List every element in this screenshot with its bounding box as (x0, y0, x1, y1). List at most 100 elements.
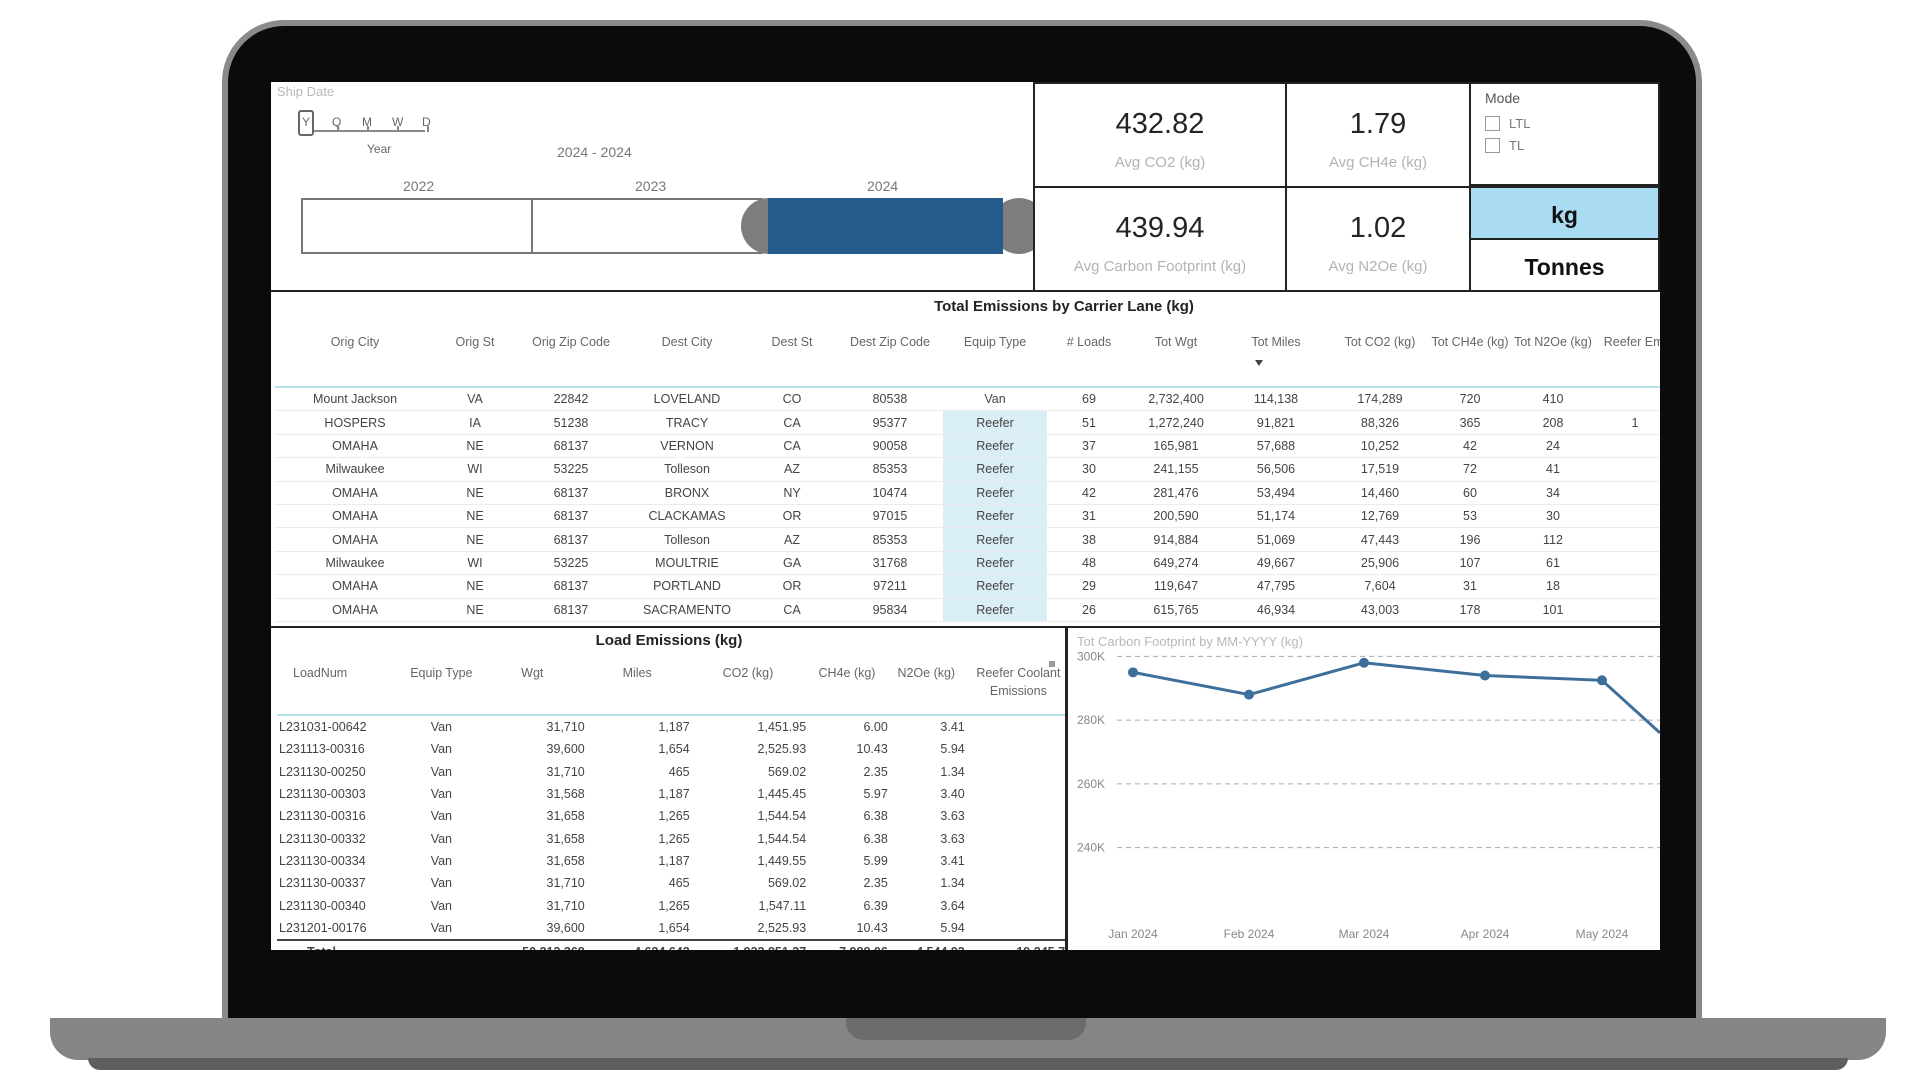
chart-point[interactable] (1244, 689, 1254, 700)
table-row[interactable]: OMAHA NE 68137 SACRAMENTO CA 95834 Reefer 26 615… (275, 598, 1660, 622)
table-cell (1595, 457, 1660, 482)
load-col-header[interactable]: N2Oe (kg) (897, 666, 956, 680)
mode-ltl-label[interactable]: LTL (1509, 116, 1531, 131)
table-row[interactable]: L231130-00337 Van 31,710 465 569.02 2.35 1.34 (277, 872, 1067, 894)
table-cell: 7,604 (1331, 574, 1429, 599)
lane-col-header[interactable]: Orig City (330, 335, 380, 349)
load-col-header[interactable]: Wgt (521, 666, 544, 680)
slicer-level-w[interactable]: W (392, 115, 404, 129)
chart-x-tick-label: Mar 2024 (1339, 927, 1390, 941)
table-row[interactable]: L231130-00340 Van 31,710 1,265 1,547.11 6.39 3… (277, 894, 1067, 916)
load-col-header[interactable]: Equip Type (410, 666, 473, 680)
lane-col-header[interactable]: Dest Zip Code (850, 335, 930, 349)
table-cell: 53,494 (1221, 481, 1331, 505)
table-cell (1595, 527, 1660, 552)
table-row[interactable]: OMAHA NE 68137 CLACKAMAS OR 97015 Reefer 31 200,… (275, 504, 1660, 529)
table-cell: 39,600 (546, 742, 585, 757)
load-col-header[interactable]: CH4e (kg) (818, 666, 876, 680)
table-cell (1595, 481, 1660, 505)
table-row[interactable]: Milwaukee WI 53225 Tolleson AZ 85353 Reefer 30 2… (275, 457, 1660, 482)
table-cell (1595, 434, 1660, 459)
chart-point[interactable] (1480, 670, 1490, 681)
table-cell: Reefer (943, 457, 1047, 482)
table-row[interactable]: L231201-00176 Van 39,600 1,654 2,525.93 10.43… (277, 917, 1067, 940)
unit-kg-button[interactable]: kg (1469, 186, 1660, 240)
unit-tonnes-button[interactable]: Tonnes (1469, 238, 1660, 292)
table-row[interactable]: L231130-00334 Van 31,658 1,187 1,449.55 5.99 3… (277, 850, 1067, 872)
lane-col-header[interactable]: Tot CH4e (kg) (1431, 335, 1509, 349)
slicer-year-cell-2022[interactable] (301, 198, 533, 254)
load-col-header[interactable]: Miles (622, 666, 652, 680)
table-cell: 31,710 (546, 876, 585, 891)
table-row[interactable]: L231113-00316 Van 39,600 1,654 2,525.93 10.43… (277, 738, 1067, 760)
table-cell: 1.34 (940, 876, 965, 891)
slicer-level-d[interactable]: D (422, 115, 431, 129)
load-table-scroll-indicator[interactable] (1049, 661, 1055, 667)
table-cell: 97015 (837, 504, 943, 529)
table-row[interactable]: L231130-00316 Van 31,658 1,265 1,544.54 6.38 3… (277, 805, 1067, 827)
table-cell: 17,519 (1331, 457, 1429, 482)
total-cell: 19,245.75 (965, 940, 1067, 950)
lane-col-header[interactable]: Equip Type (963, 335, 1027, 349)
table-row[interactable]: L231130-00332 Van 31,658 1,265 1,544.54 6.38 3… (277, 827, 1067, 849)
table-row[interactable]: OMAHA NE 68137 VERNON CA 90058 Reefer 37 165,981… (275, 434, 1660, 459)
load-col-header[interactable]: LoadNum (293, 666, 348, 680)
table-row[interactable]: OMAHA NE 68137 Tolleson AZ 85353 Reefer 38 914,8… (275, 527, 1660, 552)
lane-col-header[interactable]: Orig Zip Code (532, 335, 610, 349)
slicer-year-cell-2023[interactable] (531, 198, 763, 254)
table-row[interactable]: Mount Jackson VA 22842 LOVELAND CO 80538 Van 69… (275, 387, 1660, 412)
lane-col-header[interactable]: Tot Miles (1251, 335, 1301, 349)
table-row[interactable]: OMAHA NE 68137 PORTLAND OR 97211 Reefer 29 119,6… (275, 574, 1660, 599)
chart-point[interactable] (1128, 667, 1138, 678)
table-cell: L231130-00250 (279, 764, 366, 779)
table-cell: 1,265 (658, 831, 690, 846)
slicer-level-y[interactable]: Y (302, 115, 311, 129)
table-cell: 3.63 (940, 809, 965, 824)
table-cell: 53225 (515, 457, 627, 482)
load-col-header[interactable]: Reefer Coolant Emissions (976, 666, 1061, 698)
chart-point[interactable] (1359, 657, 1369, 668)
table-cell: 51,069 (1221, 527, 1331, 552)
lane-col-header[interactable]: Dest St (771, 335, 813, 349)
table-cell: Van (430, 920, 453, 935)
slicer-level-m[interactable]: M (362, 115, 372, 129)
table-row[interactable]: Milwaukee WI 53225 MOULTRIE GA 31768 Reefer 48 6… (275, 551, 1660, 576)
table-row[interactable]: OMAHA NE 68137 BRONX NY 10474 Reefer 42 281,476 5… (275, 481, 1660, 505)
table-cell: GA (747, 551, 837, 576)
mode-tl-label[interactable]: TL (1509, 138, 1525, 153)
slicer-level-q[interactable]: Q (332, 115, 342, 129)
table-cell: 95377 (837, 410, 943, 435)
table-cell: TRACY (627, 410, 747, 435)
kpi-avg-co2-value: 432.82 (1115, 108, 1205, 140)
table-cell (965, 738, 1067, 760)
table-cell: 56,506 (1221, 457, 1331, 482)
mode-tl-checkbox[interactable] (1485, 138, 1500, 153)
lane-col-header[interactable]: Tot CO2 (kg) (1344, 335, 1416, 349)
table-cell: CO (747, 387, 837, 412)
lane-col-header[interactable]: Orig St (455, 335, 495, 349)
table-cell: 3.41 (940, 720, 965, 735)
lane-col-header[interactable]: Tot Wgt (1154, 335, 1198, 349)
table-row[interactable]: HOSPERS IA 51238 TRACY CA 95377 Reefer 51 1,272,… (275, 410, 1660, 435)
lane-emissions-panel: Total Emissions by Carrier Lane (kg) Ori… (271, 290, 1660, 628)
table-row[interactable]: L231130-00303 Van 31,568 1,187 1,445.45 5.97 3… (277, 783, 1067, 805)
table-cell: 60 (1429, 481, 1511, 505)
table-cell: 1,544.54 (757, 831, 807, 846)
slicer-level-handle[interactable] (298, 110, 314, 136)
chart-point[interactable] (1597, 675, 1607, 686)
table-cell: 53225 (515, 551, 627, 576)
table-cell: 165,981 (1131, 434, 1221, 459)
table-cell: CA (747, 434, 837, 459)
sort-desc-icon[interactable] (1255, 360, 1263, 366)
lane-col-header[interactable]: Reefer Emi (1603, 335, 1660, 349)
table-row[interactable]: L231130-00250 Van 31,710 465 569.02 2.35 1.34 (277, 761, 1067, 783)
load-col-header[interactable]: CO2 (kg) (722, 666, 774, 680)
mode-ltl-checkbox[interactable] (1485, 116, 1500, 131)
lane-col-header[interactable]: Dest City (661, 335, 713, 349)
lane-col-header[interactable]: # Loads (1066, 335, 1112, 349)
table-cell: 26 (1047, 598, 1131, 622)
table-cell: 1,265 (658, 809, 690, 824)
table-cell: WI (435, 551, 515, 576)
lane-col-header[interactable]: Tot N2Oe (kg) (1514, 335, 1592, 349)
table-row[interactable]: L231031-00642 Van 31,710 1,187 1,451.95 6.00 3… (277, 715, 1067, 738)
